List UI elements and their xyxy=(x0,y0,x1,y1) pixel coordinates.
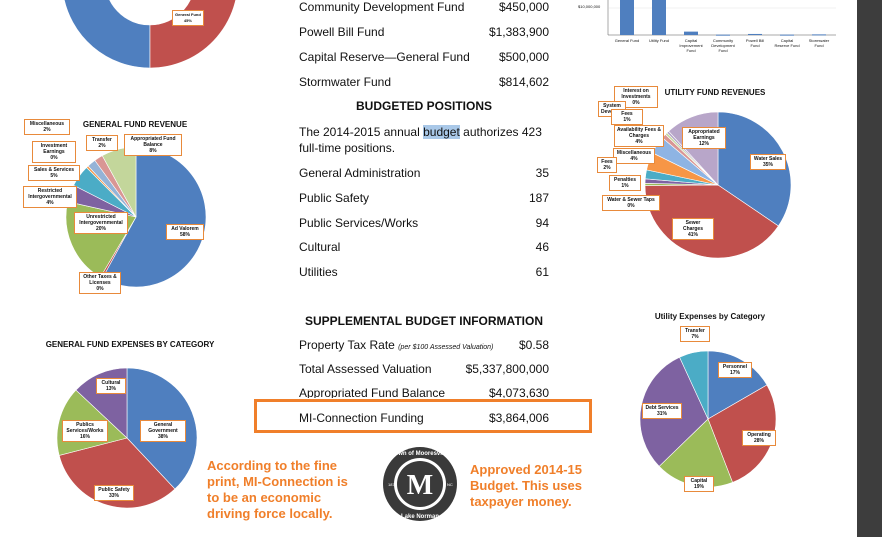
pie-slice xyxy=(64,0,151,69)
mi-connection-highlight-box xyxy=(254,399,592,433)
mi-connection-row: MI-Connection Funding $3,864,006 xyxy=(299,411,549,425)
pie-callout: Sales & Services 5% xyxy=(28,165,80,181)
pie-callout: Capital 19% xyxy=(684,476,714,492)
funds-bar-chart xyxy=(607,0,836,36)
pie-callout: Miscellaneous 4% xyxy=(613,148,655,164)
bar xyxy=(780,34,794,36)
bar-category-label: Utility Fund xyxy=(648,38,669,43)
pie-callout: Ad Valorem 58% xyxy=(166,224,204,240)
budget-line: Stormwater Fund $814,602 xyxy=(299,75,549,89)
bar xyxy=(812,34,826,36)
utility-fund-revenues-title: UTILITY FUND REVENUES xyxy=(664,88,766,97)
bar xyxy=(652,0,666,35)
positions-heading: BUDGETED POSITIONS xyxy=(355,99,492,113)
pie-callout: General Government 38% xyxy=(140,420,186,442)
budget-line: Community Development Fund $450,000 xyxy=(299,0,549,14)
search-highlight: budget xyxy=(423,125,460,139)
pie-callout: Other Taxes & Licenses 0% xyxy=(79,272,121,294)
pie-slice xyxy=(149,0,236,69)
top-donut-chart xyxy=(64,0,236,69)
svg-text:Lake Norman: Lake Norman xyxy=(401,514,439,520)
svg-text:Town of Mooresville: Town of Mooresville xyxy=(391,451,449,457)
bar-ytick: $10,000,000 xyxy=(578,4,601,9)
pie-callout: Transfer 7% xyxy=(680,326,710,342)
pie-callout: Personnel 17% xyxy=(718,362,752,378)
pie-callout: Unrestricted Intergovernmental 20% xyxy=(74,212,128,234)
position-row: Utilities 61 xyxy=(299,265,549,279)
donut-callout: General Fund 45% xyxy=(172,10,204,26)
town-seal-logo: M Town of Mooresville Lake Norman 1873 N… xyxy=(383,447,457,521)
positions-intro: The 2014-2015 annual budget authorizes 4… xyxy=(299,125,542,155)
supplemental-row: Property Tax Rate (per $100 Assessed Val… xyxy=(299,338,549,352)
pie-callout: Miscellaneous 2% xyxy=(24,119,70,135)
bar-category-label: Capital Improvement Fund xyxy=(679,38,703,53)
pie-callout: Investment Earnings 0% xyxy=(32,141,76,163)
pie-callout: Transfer 2% xyxy=(86,135,118,151)
bar-category-label: Capital Reserve Fund xyxy=(774,38,800,48)
pie-callout: Public Safety 33% xyxy=(94,485,134,501)
pie-callout: Water Sales 35% xyxy=(750,154,786,170)
supplemental-row: Appropriated Fund Balance $4,073,630 xyxy=(299,386,549,398)
svg-text:M: M xyxy=(407,470,433,501)
utility-expenses-title: Utility Expenses by Category xyxy=(654,312,766,321)
position-row: Public Services/Works 94 xyxy=(299,216,549,230)
bar-category-label: Powell Bill Fund xyxy=(745,38,765,48)
bar xyxy=(716,34,730,36)
bar-category-label: General Fund xyxy=(614,38,640,43)
supplemental-heading: SUPPLEMENTAL BUDGET INFORMATION xyxy=(305,314,543,328)
pie-callout: Appropriated Fund Balance 8% xyxy=(124,134,182,156)
annotation-left: According to the fine print, MI-Connecti… xyxy=(207,458,348,521)
budget-line: Capital Reserve—General Fund $500,000 xyxy=(299,50,549,64)
bar xyxy=(748,33,762,35)
general-fund-revenue-title: GENERAL FUND REVENUE xyxy=(82,120,188,129)
pie-slice xyxy=(58,437,176,509)
budget-line: Powell Bill Fund $1,383,900 xyxy=(299,25,549,39)
bar xyxy=(620,0,634,35)
annotation-right: Approved 2014-15 Budget. This uses taxpa… xyxy=(470,462,582,509)
pie-callout: Fees 1% xyxy=(611,109,643,125)
svg-text:1873: 1873 xyxy=(388,482,398,487)
pie-callout: Operating 28% xyxy=(742,430,776,446)
pie-callout: Availability Fees & Charges 4% xyxy=(614,125,664,147)
position-row: General Administration 35 xyxy=(299,166,549,180)
pie-slice xyxy=(679,350,709,420)
pie-callout: Debt Services 31% xyxy=(642,403,682,419)
position-row: Public Safety 187 xyxy=(299,191,549,205)
pie-callout: Water & Sewer Taps 0% xyxy=(602,195,660,211)
supplemental-row: Total Assessed Valuation $5,337,800,000 xyxy=(299,362,549,376)
svg-text:NC: NC xyxy=(447,482,453,487)
pie-callout: Publics Services/Works 16% xyxy=(62,420,108,442)
pie-callout: Appropriated Earnings 12% xyxy=(682,127,726,149)
bar xyxy=(684,31,698,35)
pie-callout: Fees 2% xyxy=(597,157,617,173)
pie-callout: Penalties 1% xyxy=(609,175,641,191)
bar-category-label: Stormwater Fund xyxy=(808,38,830,48)
bar-category-label: Community Development Fund xyxy=(711,38,735,53)
pie-callout: Sewer Charges 41% xyxy=(672,218,714,240)
position-row: Cultural 46 xyxy=(299,240,549,254)
viewer-edge xyxy=(857,0,882,537)
pie-callout: Restricted Intergovernmental 4% xyxy=(23,186,77,208)
general-fund-expenses-title: GENERAL FUND EXPENSES BY CATEGORY xyxy=(45,340,215,349)
pie-callout: Cultural 13% xyxy=(96,378,126,394)
